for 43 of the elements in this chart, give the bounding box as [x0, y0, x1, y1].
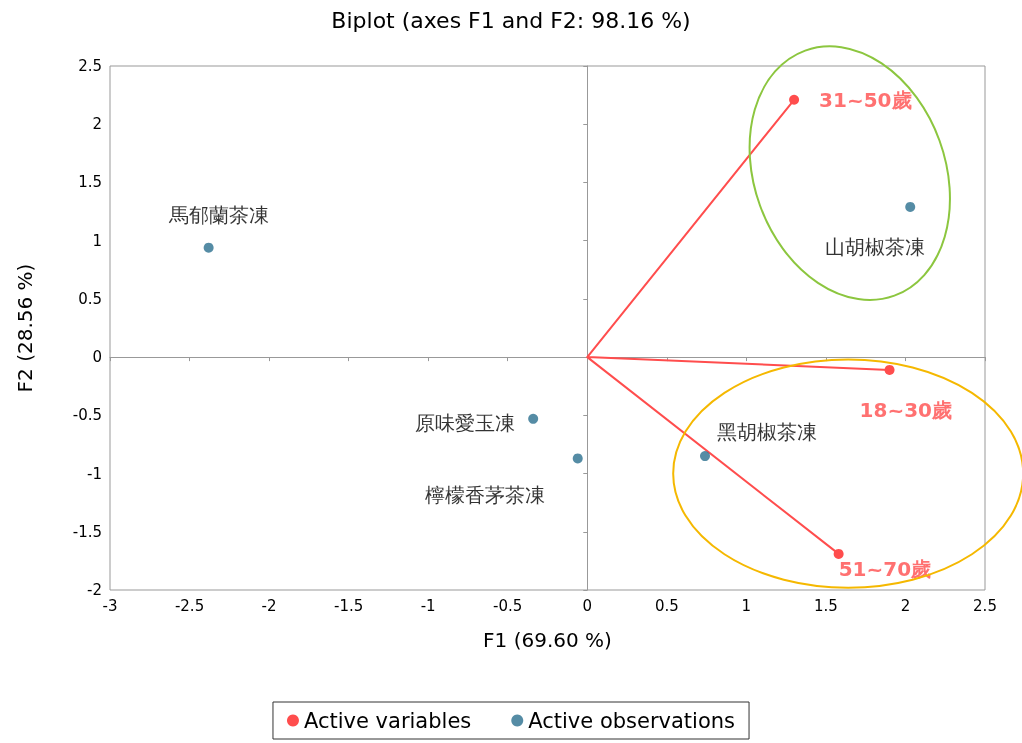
x-tick-label: -2.5	[174, 596, 205, 615]
x-tick-label: -2	[261, 596, 277, 615]
y-tick-label: 1	[92, 231, 102, 250]
annotation: 馬郁蘭茶凍	[167, 202, 269, 227]
point	[528, 413, 539, 424]
x-tick-label: 0.5	[654, 596, 679, 615]
x-tick-label: 1.5	[813, 596, 838, 615]
x-tick-label: 0	[582, 596, 593, 615]
x-tick-label: 2	[900, 596, 911, 615]
y-tick-label: -1.5	[72, 522, 102, 541]
y-tick-label: -2	[87, 581, 102, 599]
point	[905, 201, 916, 212]
x-tick-label: -1.5	[334, 596, 364, 615]
annotation: 51~70歲	[838, 556, 932, 581]
point	[572, 453, 583, 464]
x-tick-label: -1	[420, 596, 436, 615]
point	[700, 451, 710, 462]
y-tick-label: -1	[87, 464, 102, 483]
y-tick-label: 1.5	[78, 173, 102, 192]
x-tick-label: 1	[741, 596, 752, 615]
annotation: 檸檬香茅茶凍	[424, 483, 545, 508]
x-tick-label: 2.5	[973, 596, 997, 615]
legend-label: Active variables	[303, 708, 472, 733]
point	[203, 242, 214, 253]
legend-label: Active observations	[528, 708, 736, 733]
y-tick-label: 2	[92, 115, 102, 134]
chart-title: Biplot (axes F1 and F2: 98.16 %)	[331, 7, 691, 33]
point	[884, 364, 895, 375]
point	[789, 94, 800, 105]
y-tick-label: 0.5	[78, 289, 102, 308]
y-tick-label: 0	[92, 348, 102, 367]
y-tick-label: -0.5	[72, 406, 102, 425]
y-axis-title: F2 (28.56 %)	[13, 263, 37, 393]
annotation: 31~50歲	[819, 87, 912, 112]
annotation: 原味愛玉凍	[415, 410, 516, 435]
annotation: 黑胡椒茶凍	[717, 420, 817, 445]
x-axis-title: F1 (69.60 %)	[483, 628, 612, 652]
point	[833, 548, 844, 559]
x-tick-label: -3	[102, 596, 118, 615]
annotation: 18~30歲	[859, 397, 952, 422]
x-tick-label: -0.5	[493, 596, 523, 615]
annotation: 山胡椒茶凍	[825, 234, 926, 259]
y-tick-label: 2.5	[78, 57, 102, 75]
